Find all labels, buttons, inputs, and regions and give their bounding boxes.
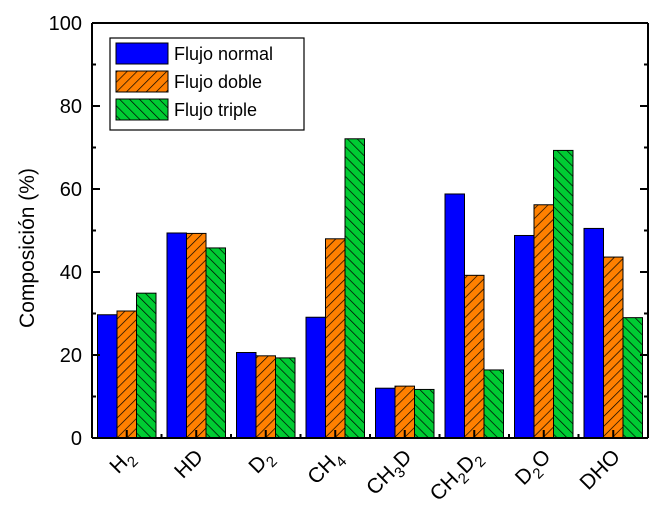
bar-D2-flujo-normal: [236, 352, 257, 439]
bar-CH4-flujo-normal: [305, 316, 326, 439]
bar-D2O-flujo-normal: [514, 234, 535, 439]
legend-swatch-flujo-triple: [115, 98, 169, 121]
bar-H2-flujo-normal: [97, 314, 118, 439]
y-axis-label: Composición (%): [16, 168, 39, 328]
bar-H2-flujo-doble: [116, 310, 137, 439]
x-tick-label-H2: H2: [105, 445, 141, 481]
bar-CH3D-flujo-triple: [414, 388, 435, 439]
legend-swatch-flujo-doble: [115, 70, 169, 93]
x-tick-label-CH4: CH4: [303, 445, 350, 492]
bar-H2-flujo-triple: [136, 292, 157, 439]
x-tick-label-D2: D2: [244, 445, 280, 481]
legend-label-flujo-normal: Flujo normal: [174, 44, 273, 64]
y-tick-label: 20: [60, 345, 82, 367]
y-ticks-group: 0 20 40 60 80 100: [49, 13, 648, 450]
legend-label-flujo-doble: Flujo doble: [174, 72, 262, 92]
x-tick-label-D2O: D2O: [511, 445, 559, 493]
y-tick-label: 40: [60, 262, 82, 284]
legend-label-flujo-triple: Flujo triple: [174, 100, 257, 120]
bar-D2O-flujo-triple: [553, 149, 574, 439]
bars-group: [97, 138, 643, 439]
bar-DHO-flujo-doble: [603, 256, 624, 439]
bar-HD-flujo-normal: [166, 232, 187, 439]
legend: Flujo normal Flujo doble Flujo triple: [109, 37, 305, 131]
bar-DHO-flujo-normal: [583, 227, 604, 439]
x-tick-label-CH3D: CH3D: [362, 445, 420, 503]
y-tick-label: 60: [60, 179, 82, 201]
bar-D2-flujo-triple: [275, 357, 296, 439]
bar-HD-flujo-doble: [186, 232, 207, 439]
y-tick-label: 80: [60, 96, 82, 118]
bar-DHO-flujo-triple: [622, 317, 643, 439]
bar-CH4-flujo-triple: [344, 138, 365, 439]
x-tick-label-CH2D2: CH2D2: [426, 445, 490, 509]
y-tick-label: 0: [71, 428, 82, 450]
x-tick-label-DHO: DHO: [576, 445, 625, 494]
y-tick-label: 100: [49, 13, 82, 35]
x-tick-label-HD: HD: [170, 445, 208, 483]
bar-CH2D2-flujo-triple: [483, 369, 504, 439]
bar-HD-flujo-triple: [205, 247, 226, 439]
bar-D2O-flujo-doble: [533, 204, 554, 439]
bar-CH2D2-flujo-doble: [464, 274, 485, 439]
bar-CH3D-flujo-normal: [375, 387, 396, 439]
legend-swatch-flujo-normal: [115, 42, 169, 65]
bar-CH4-flujo-doble: [325, 238, 346, 439]
bar-CH2D2-flujo-normal: [444, 193, 465, 439]
bar-D2-flujo-doble: [255, 355, 276, 439]
